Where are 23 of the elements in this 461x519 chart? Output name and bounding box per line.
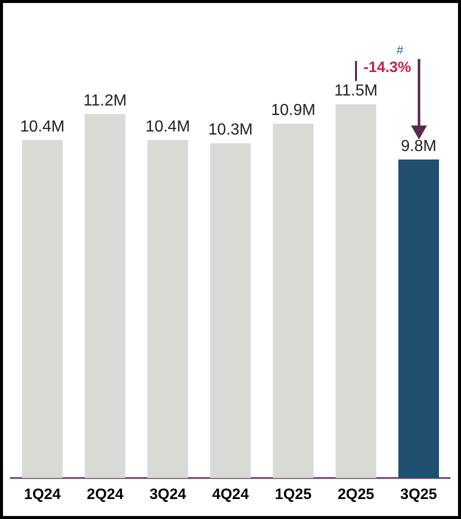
data-label: 10.9M [270,102,316,120]
data-label: 11.2M [83,92,127,110]
x-tick-label: 1Q24 [24,486,62,504]
text: # [396,43,404,57]
bar [147,140,188,478]
data-label: 10.4M [20,118,65,136]
bar [22,140,63,478]
bar [398,160,439,478]
data-label: 10.3M [208,122,253,139]
x-tick-label: 4Q24 [212,486,250,504]
x-tick-label: 3Q25 [400,486,437,504]
x-tick-label: 1Q25 [274,486,312,504]
data-label: 10.4M [146,118,190,136]
bar [84,114,126,478]
x-tick-label: 2Q25 [338,486,374,504]
data-label: 11.5M [334,82,378,100]
bar [272,124,314,478]
text: -14.3% [362,59,412,76]
bar [210,143,251,478]
bar [336,104,376,478]
x-tick-label: 3Q24 [149,486,187,504]
data-label: 9.8M [400,138,436,155]
x-tick-label: 2Q24 [86,486,124,504]
